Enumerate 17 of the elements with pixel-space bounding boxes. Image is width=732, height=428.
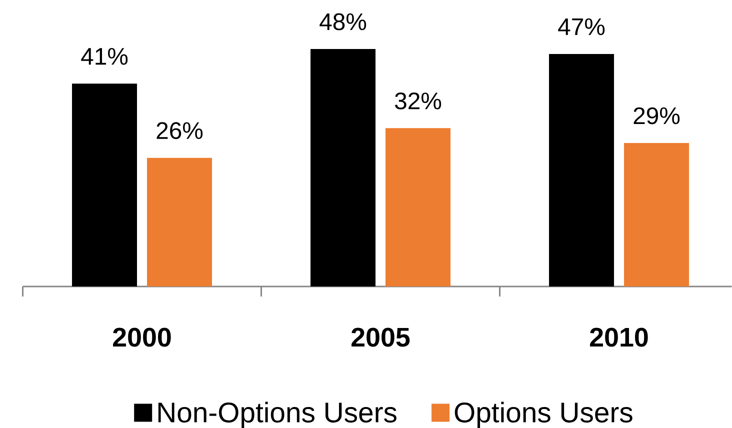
- x-tick-label: 2000: [113, 328, 171, 347]
- bar: [147, 158, 212, 286]
- bar: [72, 84, 137, 286]
- data-label: 41%: [81, 48, 128, 65]
- x-tick-label: 2010: [590, 328, 648, 347]
- bar: [386, 128, 451, 286]
- bar: [624, 143, 690, 286]
- data-label: 48%: [320, 13, 366, 30]
- legend-label: Non-Options Users: [158, 402, 396, 428]
- x-tick-label: 2005: [352, 328, 410, 347]
- data-label: 29%: [634, 107, 680, 124]
- data-label: 47%: [558, 18, 605, 36]
- legend-label: Options Users: [454, 402, 632, 428]
- bar: [549, 54, 614, 286]
- data-label: 32%: [394, 92, 442, 110]
- bar: [310, 49, 376, 286]
- data-label: 26%: [156, 122, 203, 140]
